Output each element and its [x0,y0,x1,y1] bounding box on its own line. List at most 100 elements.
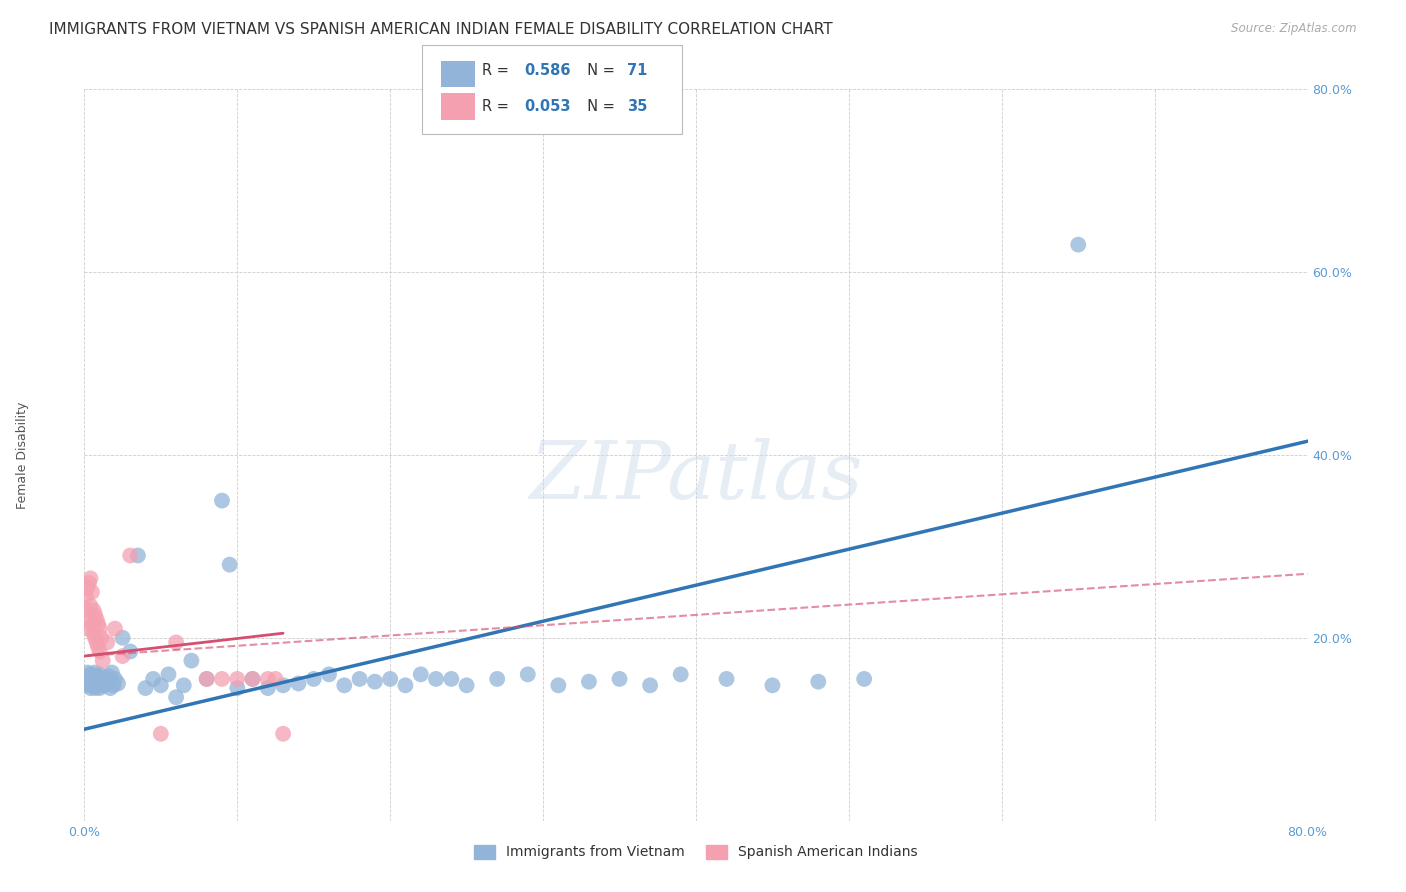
Point [86,613,108,627]
Point [173,678,195,692]
Point [83,626,105,640]
Point [77,576,100,591]
Point [211,493,233,508]
Point [180,654,202,668]
Point [211,672,233,686]
Point [195,672,218,686]
Text: N =: N = [578,63,620,78]
Y-axis label: Female Disability: Female Disability [15,401,28,508]
Point [807,674,830,689]
Point [333,678,356,692]
Point [87,617,110,632]
Point [89,644,111,658]
Point [516,667,538,681]
Point [79,667,101,681]
Text: 0.053: 0.053 [524,99,571,114]
Point [84,631,107,645]
Point [226,672,249,686]
Point [149,678,172,692]
Point [89,681,111,695]
Point [271,727,294,741]
Point [75,603,97,617]
Point [104,622,127,636]
Point [287,676,309,690]
Point [127,549,149,563]
Point [486,672,509,686]
Text: 0.586: 0.586 [524,63,571,78]
Point [111,649,134,664]
Point [89,622,111,636]
Point [547,678,569,692]
Point [80,585,103,599]
Point [103,678,125,692]
Point [264,672,287,686]
Point [79,681,101,695]
Point [271,678,294,692]
Point [98,681,121,695]
Point [83,669,105,683]
Point [609,672,631,686]
Point [226,681,249,695]
Point [96,676,118,690]
Point [87,676,110,690]
Point [349,672,371,686]
Point [111,631,134,645]
Point [218,558,240,572]
Text: R =: R = [482,99,513,114]
Text: R =: R = [482,63,513,78]
Point [257,672,280,686]
Point [77,613,100,627]
Point [364,674,387,689]
Point [165,690,187,705]
Point [86,678,108,692]
Point [87,640,110,654]
Point [76,581,98,595]
Point [107,676,129,690]
Point [94,672,117,686]
Point [440,672,463,686]
Point [135,681,157,695]
Point [83,676,105,690]
Point [77,669,100,683]
Point [80,672,103,686]
Point [76,622,98,636]
Point [79,571,101,585]
Text: 71: 71 [627,63,647,78]
Point [257,681,280,695]
Point [80,617,103,632]
Point [75,672,97,686]
Point [90,631,112,645]
Point [91,674,114,689]
Point [84,681,107,695]
Point [669,667,692,681]
Point [394,678,416,692]
Point [716,672,738,686]
Point [96,635,118,649]
Point [75,590,97,604]
Text: N =: N = [578,99,620,114]
Point [89,667,111,681]
Point [97,669,120,683]
Point [91,654,114,668]
Point [120,644,142,658]
Point [425,672,447,686]
Point [318,667,340,681]
Point [84,607,107,622]
Point [195,672,218,686]
Point [120,549,142,563]
Point [165,635,187,649]
Point [242,672,264,686]
Point [90,678,112,692]
Point [86,635,108,649]
Point [638,678,661,692]
Legend: Immigrants from Vietnam, Spanish American Indians: Immigrants from Vietnam, Spanish America… [468,839,924,865]
Point [86,672,108,686]
Point [149,727,172,741]
Point [761,678,783,692]
Point [104,672,127,686]
Text: IMMIGRANTS FROM VIETNAM VS SPANISH AMERICAN INDIAN FEMALE DISABILITY CORRELATION: IMMIGRANTS FROM VIETNAM VS SPANISH AMERI… [49,22,832,37]
Point [84,665,107,680]
Point [142,672,165,686]
Point [242,672,264,686]
Point [157,667,180,681]
